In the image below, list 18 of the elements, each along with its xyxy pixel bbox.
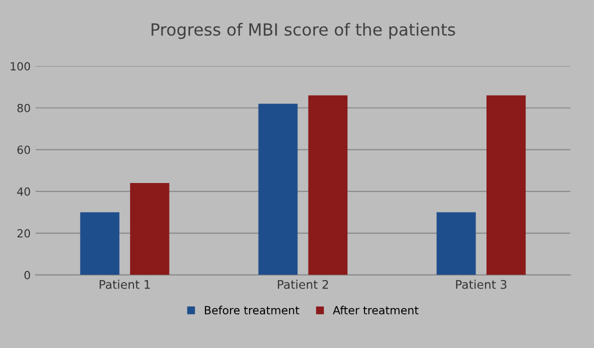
y-tick-label: 100 bbox=[10, 62, 30, 70]
bar bbox=[258, 104, 298, 275]
y-tick-label: 80 bbox=[17, 104, 30, 112]
bar bbox=[308, 95, 348, 275]
y-tick-label: 20 bbox=[17, 229, 30, 238]
y-tick-label: 0 bbox=[24, 270, 30, 280]
chart-title: Progress of MBI score of the patients bbox=[152, 22, 456, 40]
bar bbox=[436, 212, 476, 275]
bar bbox=[130, 183, 170, 275]
y-tick-label: 60 bbox=[17, 146, 30, 154]
bar bbox=[486, 95, 526, 275]
y-tick-label: 40 bbox=[17, 187, 30, 196]
legend-label: Before treatment bbox=[204, 306, 300, 314]
x-tick-label: Patient 3 bbox=[456, 280, 506, 289]
bar bbox=[80, 212, 120, 275]
legend-label: After treatment bbox=[332, 306, 418, 314]
x-tick-label: Patient 1 bbox=[100, 280, 150, 289]
x-tick-label: Patient 2 bbox=[278, 280, 328, 289]
